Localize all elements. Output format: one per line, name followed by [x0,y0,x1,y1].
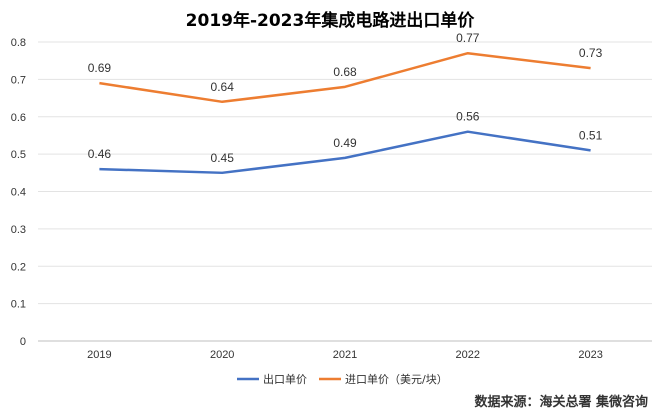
y-tick-label: 0 [20,336,26,348]
data-label: 0.77 [456,31,480,45]
legend: 出口单价 进口单价（美元/块） [237,372,448,386]
data-label: 0.49 [333,136,357,150]
x-tick-label: 2023 [578,349,602,361]
data-labels: 0.46 0.45 0.49 0.56 0.51 0.69 0.64 0.68 0.77 0.73 [88,31,603,165]
data-label: 0.64 [211,80,235,94]
x-tick-label: 2021 [333,349,357,361]
source-note: 数据来源：海关总署 集微咨询 [474,395,648,410]
y-tick-label: 0.7 [11,74,26,86]
data-label: 0.51 [579,128,603,142]
y-tick-label: 0.3 [11,224,26,236]
series-line [99,51,591,104]
legend-label: 进口单价（美元/块） [345,373,448,386]
data-label: 0.73 [579,46,603,60]
series-line [99,130,591,175]
y-tick-label: 0.6 [11,112,26,124]
y-tick-label: 0.1 [11,299,26,311]
data-label: 0.56 [456,110,480,124]
data-label: 0.69 [88,61,112,75]
y-tick-label: 0.5 [11,149,26,161]
y-tick-label: 0.2 [11,261,26,273]
gridlines [38,41,652,342]
series-lines [99,51,591,175]
data-label: 0.45 [211,151,235,165]
y-tick-label: 0.4 [11,187,26,199]
chart-title: 2019年-2023年集成电路进出口单价 [185,11,475,31]
y-tick-label: 0.8 [11,37,26,49]
x-tick-label: 2020 [210,349,234,361]
data-label: 0.68 [333,65,357,79]
x-tick-label: 2019 [87,349,111,361]
legend-label: 出口单价 [263,372,307,386]
y-axis-ticks: 0 0.1 0.2 0.3 0.4 0.5 0.6 0.7 0.8 [11,37,26,348]
x-axis-ticks: 2019 2020 2021 2022 2023 [87,349,603,361]
x-tick-label: 2022 [456,349,480,361]
data-label: 0.46 [88,147,112,161]
